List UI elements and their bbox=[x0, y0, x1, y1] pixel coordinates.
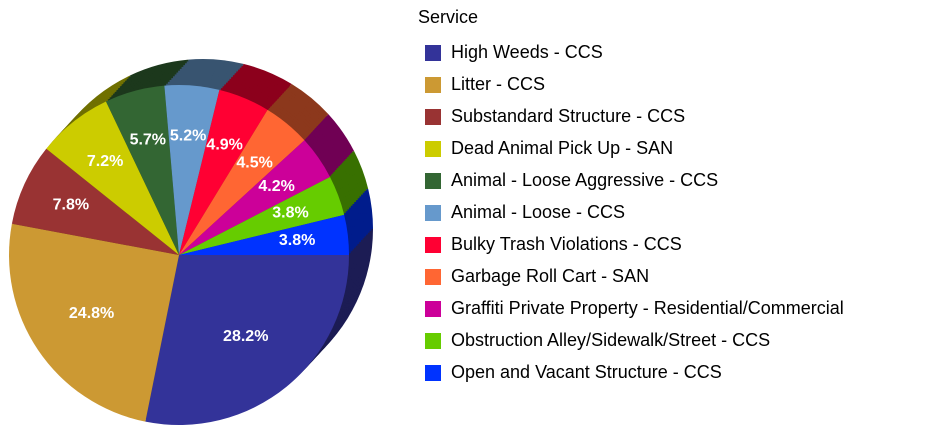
legend-label: Obstruction Alley/Sidewalk/Street - CCS bbox=[451, 330, 770, 350]
legend-swatch bbox=[425, 205, 441, 221]
data-label: 4.2% bbox=[258, 178, 294, 195]
legend-label: Open and Vacant Structure - CCS bbox=[451, 362, 722, 382]
legend-swatch bbox=[425, 173, 441, 189]
legend-label: Bulky Trash Violations - CCS bbox=[451, 234, 682, 254]
data-label: 4.9% bbox=[206, 136, 242, 153]
legend-swatch bbox=[425, 333, 441, 349]
pie-slice bbox=[46, 101, 179, 256]
data-label: 5.7% bbox=[130, 131, 166, 148]
pie-slice bbox=[179, 176, 345, 255]
legend-swatch bbox=[425, 365, 441, 381]
legend-label: Substandard Structure - CCS bbox=[451, 106, 685, 126]
data-label: 4.5% bbox=[236, 154, 272, 171]
pie-slice bbox=[179, 214, 349, 255]
legend-label: Litter - CCS bbox=[451, 74, 545, 94]
pie-slice bbox=[179, 109, 305, 255]
legend-swatch bbox=[425, 269, 441, 285]
legend-swatch bbox=[425, 45, 441, 61]
legend-swatch bbox=[425, 77, 441, 93]
legend-label: Dead Animal Pick Up - SAN bbox=[451, 138, 673, 158]
legend-swatch bbox=[425, 301, 441, 317]
legend-label: High Weeds - CCS bbox=[451, 42, 603, 62]
pie-slice bbox=[105, 85, 179, 255]
legend-label: Garbage Roll Cart - SAN bbox=[451, 266, 649, 286]
pie-slice bbox=[11, 148, 180, 255]
pie-slice bbox=[179, 89, 268, 255]
legend-label: Animal - Loose Aggressive - CCS bbox=[451, 170, 718, 190]
data-label: 24.8% bbox=[69, 305, 114, 322]
data-label: 28.2% bbox=[223, 328, 268, 345]
legend-label: Animal - Loose - CCS bbox=[451, 202, 625, 222]
pie-slice bbox=[164, 85, 220, 255]
legend-swatch bbox=[425, 141, 441, 157]
legend-swatch bbox=[425, 109, 441, 125]
data-label: 5.2% bbox=[170, 128, 206, 145]
data-label: 7.2% bbox=[87, 153, 123, 170]
pie-slice bbox=[179, 140, 331, 255]
legend-label: Graffiti Private Property - Residential/… bbox=[451, 298, 844, 318]
legend-swatch bbox=[425, 237, 441, 253]
data-label: 7.8% bbox=[53, 197, 89, 214]
legend-title: Service bbox=[418, 7, 478, 27]
data-label: 3.8% bbox=[279, 232, 315, 249]
data-label: 3.8% bbox=[272, 205, 308, 222]
pie-slice bbox=[8, 223, 179, 422]
pie-slice bbox=[145, 255, 349, 425]
